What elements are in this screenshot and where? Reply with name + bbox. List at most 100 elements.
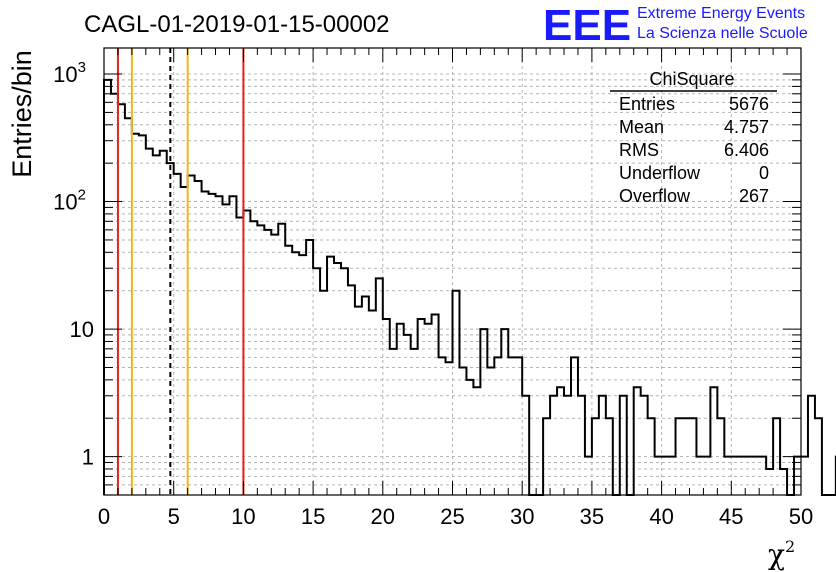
histogram-bin xyxy=(299,255,306,495)
histogram-bin xyxy=(202,191,209,495)
histogram-bin xyxy=(759,457,766,495)
histogram-bin xyxy=(578,396,585,495)
histogram-bin xyxy=(132,134,139,495)
histogram-bin xyxy=(710,387,717,495)
histogram-bin xyxy=(104,80,111,495)
stats-label: Entries xyxy=(619,94,675,114)
histogram-bin xyxy=(543,418,550,495)
histogram-bin xyxy=(390,349,397,495)
stats-title: ChiSquare xyxy=(649,69,734,89)
y-tick-labels: 1 10 102 103 xyxy=(53,59,94,470)
histogram-bin xyxy=(494,357,501,495)
histogram-bin xyxy=(195,181,202,495)
histogram-bin xyxy=(229,196,236,495)
histogram-bin xyxy=(780,469,787,495)
x-tick-label: 0 xyxy=(98,504,110,529)
histogram-series xyxy=(103,78,836,496)
histogram-bin xyxy=(222,204,229,495)
histogram-bin xyxy=(278,224,285,495)
histogram-bin xyxy=(320,291,327,495)
histogram-bin xyxy=(418,319,425,495)
x-tick-label: 45 xyxy=(719,504,743,529)
histogram-bin xyxy=(696,457,703,495)
histogram-bin xyxy=(522,396,529,495)
histogram-bin xyxy=(341,268,348,495)
stats-value: 5676 xyxy=(729,94,769,114)
histogram-bin xyxy=(216,196,223,495)
stats-label: RMS xyxy=(619,140,659,160)
y-tick-label: 10 xyxy=(70,317,94,342)
histogram-bin xyxy=(146,149,153,495)
x-tick-label: 10 xyxy=(231,504,255,529)
x-tick-label: 15 xyxy=(301,504,325,529)
histogram-bin xyxy=(181,187,188,495)
histogram-bin xyxy=(564,396,571,495)
histogram-bin xyxy=(139,135,146,495)
histogram-bin xyxy=(717,418,724,495)
axis-ticks xyxy=(103,48,802,496)
histogram-bin xyxy=(480,329,487,495)
histogram-bin xyxy=(745,457,752,495)
histogram-bin xyxy=(752,457,759,495)
histogram-bin xyxy=(648,418,655,495)
stats-rows: Entries 5676 Mean 4.757 RMS 6.406 Underflow 0 Ov… xyxy=(619,94,769,206)
histogram-bin xyxy=(292,252,299,495)
histogram-bin xyxy=(641,396,648,495)
x-axis-label: χ2 xyxy=(768,537,795,571)
histogram-bin xyxy=(285,246,292,495)
histogram-bin xyxy=(411,349,418,495)
histogram-bin xyxy=(731,457,738,495)
histogram-bin xyxy=(515,357,522,495)
histogram-bin xyxy=(160,151,167,495)
histogram-bin xyxy=(250,221,257,495)
histogram-bin xyxy=(662,457,669,495)
x-axis-label-superscript: 2 xyxy=(785,537,795,556)
y-axis-label: Entries/bin xyxy=(7,50,37,178)
logo-line-2: La Scienza nelle Scuole xyxy=(637,25,808,42)
histogram-bin xyxy=(397,324,404,495)
x-tick-label: 50 xyxy=(789,504,813,529)
histogram-bin xyxy=(446,362,453,495)
histogram-bin xyxy=(689,418,696,495)
histogram-bin xyxy=(439,357,446,495)
histogram-bin xyxy=(473,387,480,495)
y-tick-label: 102 xyxy=(53,187,86,215)
histogram-bin xyxy=(376,278,383,495)
histogram-bin xyxy=(404,335,411,495)
histogram-bin xyxy=(815,418,822,495)
histogram-bin xyxy=(585,457,592,495)
histogram-bin xyxy=(620,396,627,495)
histogram-bin xyxy=(125,118,132,495)
histogram-step-line xyxy=(103,78,836,496)
histogram-bin xyxy=(334,263,341,495)
y-tick-exponent: 3 xyxy=(78,59,86,76)
stats-value: 4.757 xyxy=(724,117,769,137)
x-tick-label: 20 xyxy=(371,504,395,529)
histogram-bin xyxy=(557,387,564,495)
histogram-bin xyxy=(459,367,466,495)
histogram-bin xyxy=(188,176,195,495)
x-tick-label: 35 xyxy=(580,504,604,529)
histogram-bin xyxy=(118,104,125,495)
histogram-bin xyxy=(592,418,599,495)
chart-title: CAGL-01-2019-01-15-00002 xyxy=(84,11,390,38)
histogram-bin xyxy=(236,217,243,495)
histogram-bin xyxy=(257,225,264,495)
histogram-bin xyxy=(362,297,369,495)
histogram-bin xyxy=(738,457,745,495)
histogram-bin xyxy=(348,285,355,495)
reference-lines xyxy=(116,48,245,495)
y-tick-exponent: 2 xyxy=(78,187,86,204)
histogram-bin xyxy=(174,174,181,495)
y-tick-label: 1 xyxy=(82,445,94,470)
x-tick-label: 30 xyxy=(510,504,534,529)
histogram-bin xyxy=(724,457,731,495)
histogram-bin xyxy=(306,240,313,495)
histogram-bin xyxy=(571,357,578,495)
histogram-bin xyxy=(501,329,508,495)
x-tick-label: 25 xyxy=(440,504,464,529)
histogram-bin xyxy=(634,387,641,495)
histogram-bin xyxy=(801,457,808,495)
histogram-bin xyxy=(271,235,278,495)
